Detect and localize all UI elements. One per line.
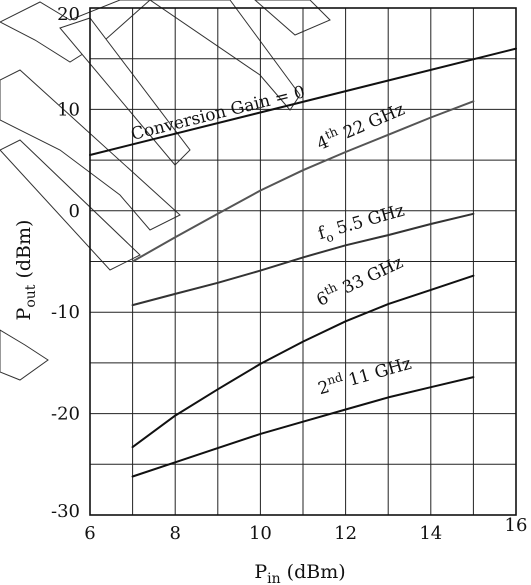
y-tick-labels: -30 -20 -10 0 10 20 — [51, 4, 80, 522]
series-label-fundamental: fo 5.5 GHz — [316, 201, 408, 247]
series-line-conversion-gain — [89, 47, 517, 156]
y-tick-label: 0 — [69, 201, 80, 222]
y-axis-label: Pout (dBm) — [13, 220, 39, 321]
x-tick-label: 12 — [334, 523, 357, 544]
series-line-harmonic-6th — [131, 274, 475, 449]
y-tick-label: -20 — [51, 404, 80, 425]
deco-shape-3 — [149, 0, 301, 111]
deco-shape-4 — [254, 0, 331, 36]
series-line-harmonic-2nd — [131, 376, 475, 478]
x-tick-label: 6 — [84, 523, 95, 544]
x-tick-labels: 6 8 10 12 14 16 — [84, 515, 527, 544]
deco-shape-7 — [0, 329, 49, 381]
x-axis-label: Pin (dBm) — [254, 561, 345, 585]
series-layer — [89, 47, 517, 478]
deco-shape-2 — [59, 17, 191, 166]
series-label-harmonic-6th: 6th 33 GHz — [312, 250, 406, 311]
series-label-harmonic-2nd: 2nd 11 GHz — [315, 351, 414, 399]
y-tick-label: 10 — [57, 99, 80, 120]
plot-frame — [89, 7, 517, 516]
series-line-fundamental — [131, 212, 475, 307]
x-tick-label: 8 — [169, 523, 180, 544]
y-tick-label: -30 — [51, 501, 80, 522]
x-tick-label: 14 — [419, 523, 442, 544]
x-tick-label: 10 — [249, 523, 272, 544]
background-drawing — [0, 0, 331, 381]
y-tick-label: -10 — [51, 302, 80, 323]
grid — [89, 7, 517, 516]
x-tick-label: 16 — [505, 515, 528, 536]
y-tick-label: 20 — [57, 4, 80, 25]
series-line-harmonic-4th — [131, 100, 475, 263]
deco-shape-6 — [0, 139, 141, 271]
